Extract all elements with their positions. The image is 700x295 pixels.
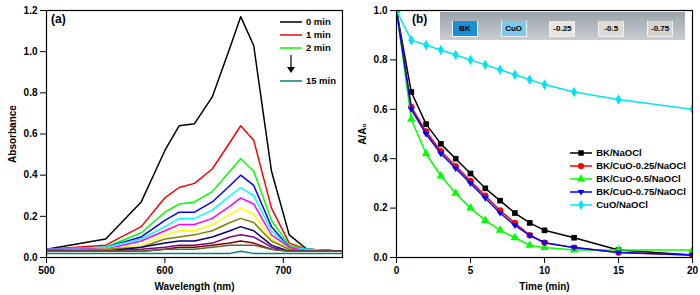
svg-text:A/A₀: A/A₀ <box>357 123 368 145</box>
html-text:-0.75: -0.75 <box>651 24 670 33</box>
svg-text:0.0: 0.0 <box>24 252 38 263</box>
svg-text:20: 20 <box>687 265 699 276</box>
html-text:1 min: 1 min <box>305 29 331 40</box>
svg-text:Wavelength (nm): Wavelength (nm) <box>154 281 234 292</box>
svg-text:700: 700 <box>275 265 292 276</box>
svg-text:1.2: 1.2 <box>24 5 38 16</box>
html-text:2 min: 2 min <box>305 42 331 53</box>
html-text:CuO/NaOCl: CuO/NaOCl <box>596 199 648 210</box>
svg-text:0.4: 0.4 <box>374 153 388 164</box>
html-text:-0.25: -0.25 <box>553 24 572 33</box>
svg-text:500: 500 <box>38 265 55 276</box>
html-text:15 min: 15 min <box>305 75 336 86</box>
svg-text:10: 10 <box>539 265 551 276</box>
html-text:0 min: 0 min <box>305 16 331 27</box>
svg-text:0.8: 0.8 <box>374 54 388 65</box>
svg-text:5: 5 <box>468 265 474 276</box>
svg-text:15: 15 <box>613 265 625 276</box>
html-text:BK/CuO-0.5/NaOCl: BK/CuO-0.5/NaOCl <box>596 173 681 184</box>
svg-text:0.4: 0.4 <box>24 169 38 180</box>
html-text:BK/CuO-0.75/NaOCl: BK/CuO-0.75/NaOCl <box>596 186 686 197</box>
svg-text:0.0: 0.0 <box>374 252 388 263</box>
svg-text:0: 0 <box>394 265 400 276</box>
html-text:(a): (a) <box>51 12 66 26</box>
html-text:BK/NaOCl: BK/NaOCl <box>596 147 642 158</box>
svg-text:0.6: 0.6 <box>24 128 38 139</box>
svg-text:1.0: 1.0 <box>24 46 38 57</box>
html-text:-0.5: -0.5 <box>604 24 619 33</box>
html-text:(b): (b) <box>412 12 428 26</box>
svg-text:600: 600 <box>157 265 174 276</box>
html-text:BK/CuO-0.25/NaOCl: BK/CuO-0.25/NaOCl <box>596 160 686 171</box>
svg-text:0.2: 0.2 <box>24 211 38 222</box>
svg-text:Time (min): Time (min) <box>519 281 569 292</box>
svg-text:0.2: 0.2 <box>374 202 388 213</box>
svg-text:0.6: 0.6 <box>374 104 388 115</box>
svg-text:0.8: 0.8 <box>24 87 38 98</box>
html-text:CuO: CuO <box>505 24 523 33</box>
html-text:BK: BK <box>459 24 471 33</box>
svg-text:1.0: 1.0 <box>374 5 388 16</box>
svg-text:Absorbance: Absorbance <box>7 105 18 163</box>
